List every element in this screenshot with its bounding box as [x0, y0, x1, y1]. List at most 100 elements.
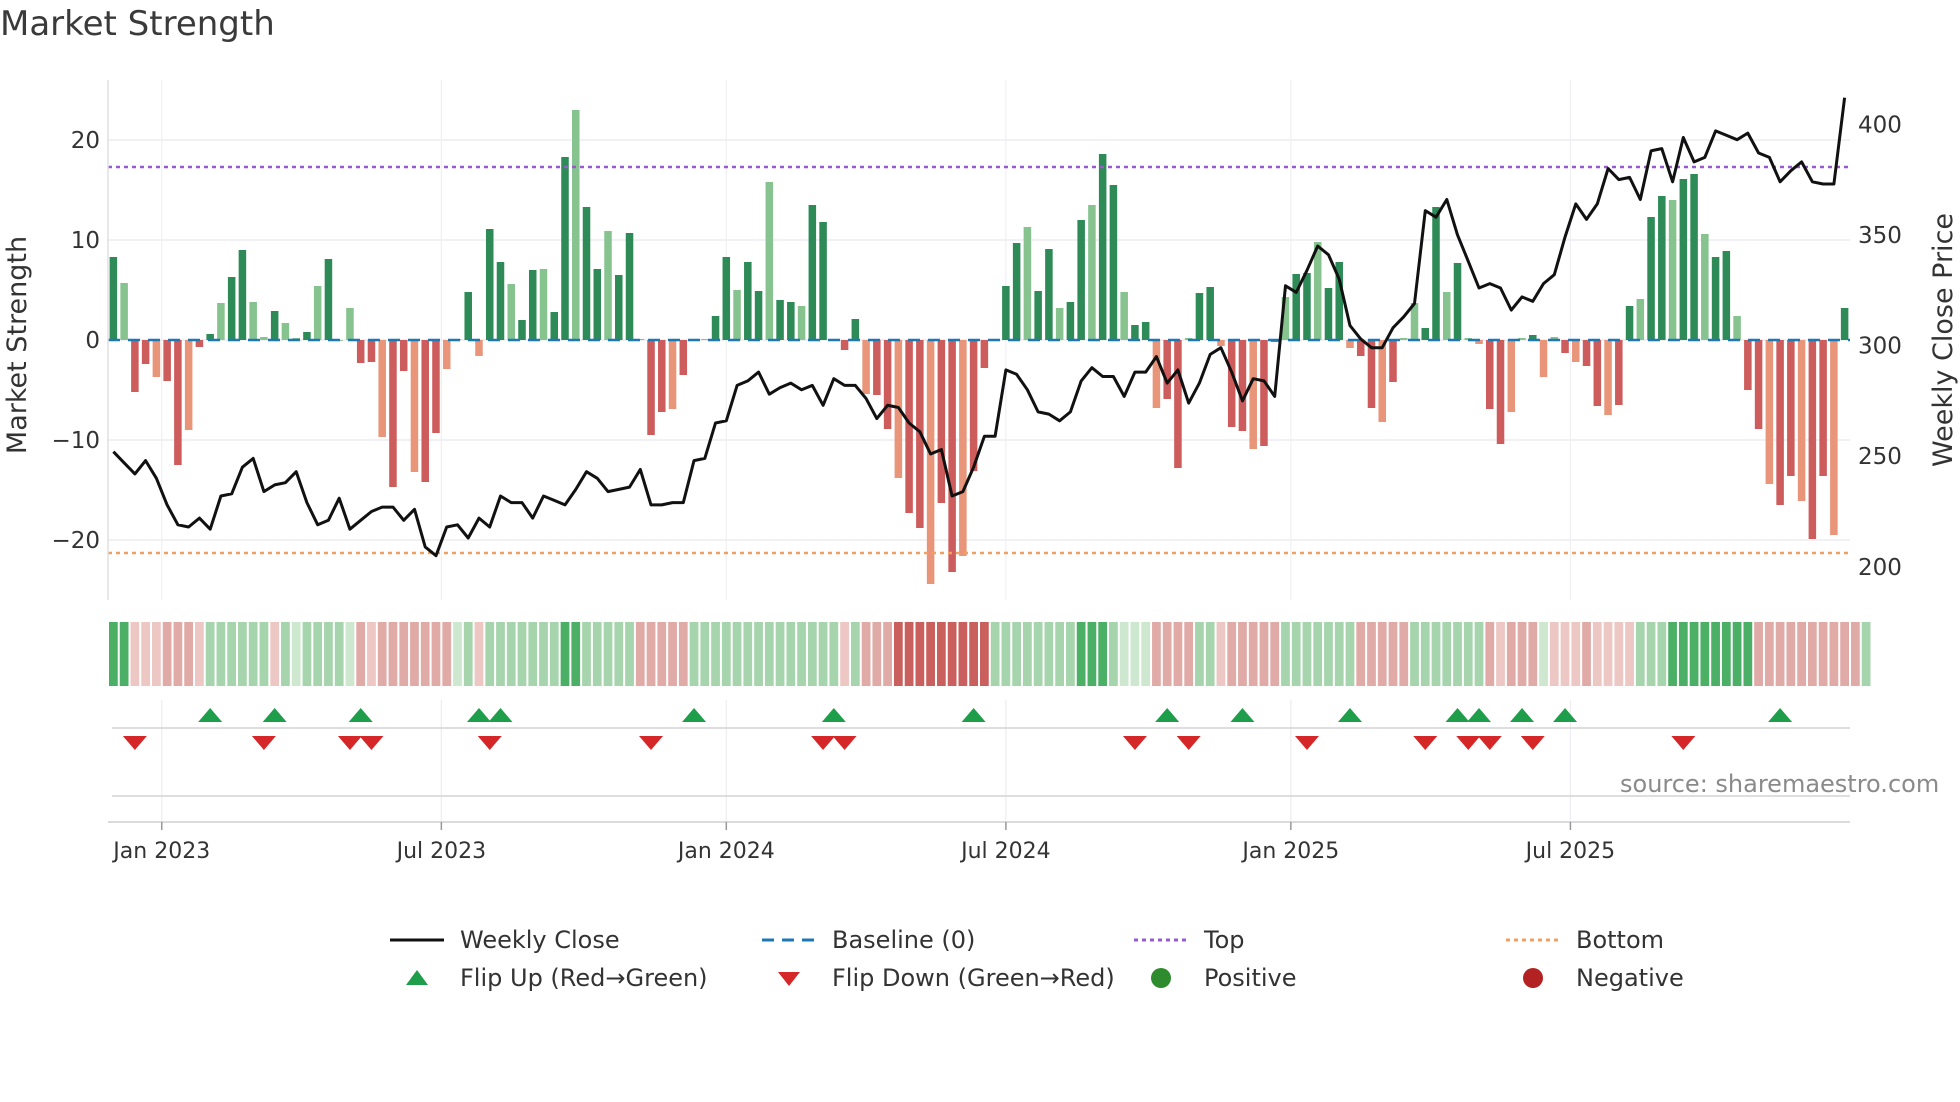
- strength-bar: [1034, 291, 1042, 340]
- strength-bar: [1797, 340, 1806, 501]
- strength-bar: [1055, 308, 1064, 340]
- regime-cell: [291, 622, 301, 686]
- regime-cell: [130, 622, 140, 686]
- strength-bar: [1572, 340, 1580, 362]
- strength-bar: [1238, 340, 1247, 431]
- regime-cell: [1141, 622, 1151, 686]
- regime-cell: [1313, 622, 1323, 686]
- strength-bar: [668, 340, 677, 409]
- flip-down-marker: [811, 736, 836, 750]
- strength-bar: [206, 334, 214, 340]
- strength-bar: [120, 283, 128, 340]
- regime-cell: [152, 622, 161, 686]
- regime-cell: [162, 622, 172, 686]
- flip-up-marker: [1445, 708, 1470, 722]
- regime-cell: [345, 622, 355, 686]
- regime-cell: [1066, 622, 1075, 686]
- legend-label: Baseline (0): [832, 926, 976, 954]
- regime-cell: [1023, 622, 1032, 686]
- strength-bar: [1163, 340, 1171, 399]
- strength-bar: [1217, 340, 1225, 346]
- regime-cell: [1119, 622, 1129, 686]
- regime-cell: [1044, 622, 1054, 686]
- regime-cell: [173, 622, 183, 686]
- regime-cell: [1668, 622, 1677, 686]
- flip-up-marker: [682, 708, 707, 722]
- regime-cell: [1603, 622, 1613, 686]
- flip-up-marker: [1553, 708, 1578, 722]
- regime-cell: [539, 622, 548, 686]
- flip-up-icon: [406, 970, 428, 985]
- regime-cell: [528, 622, 538, 686]
- strength-bar: [969, 340, 978, 471]
- regime-cell: [1367, 622, 1376, 686]
- regime-cell: [1227, 622, 1237, 686]
- strength-bar: [249, 302, 257, 340]
- regime-cell: [1431, 622, 1441, 686]
- strength-bar: [432, 340, 440, 433]
- regime-cell: [1281, 622, 1290, 686]
- regime-cell: [678, 622, 688, 686]
- regime-cell: [840, 622, 849, 686]
- regime-cell: [388, 622, 398, 686]
- y2-tick-label: 200: [1858, 555, 1902, 581]
- regime-cell: [1635, 622, 1645, 686]
- strength-bar: [1432, 207, 1440, 340]
- strength-bar: [787, 302, 795, 340]
- strength-bar: [1227, 340, 1236, 427]
- y2-tick-label: 300: [1858, 334, 1902, 360]
- strength-bar: [658, 340, 666, 412]
- regime-cell: [356, 622, 366, 686]
- strength-bar: [324, 259, 333, 340]
- strength-bar: [808, 205, 817, 340]
- strength-bar: [1529, 335, 1537, 340]
- flip-up-marker: [488, 708, 513, 722]
- regime-cell: [1334, 622, 1344, 686]
- strength-bar: [1776, 340, 1784, 505]
- regime-cell: [1625, 622, 1634, 686]
- regime-cell: [1410, 622, 1419, 686]
- flip-down-marker: [1294, 736, 1319, 750]
- flip-up-marker: [348, 708, 373, 722]
- flip-down-marker: [477, 736, 502, 750]
- regime-cell: [1786, 622, 1796, 686]
- regime-cell: [592, 622, 602, 686]
- strength-bar: [851, 319, 860, 340]
- regime-cell: [764, 622, 774, 686]
- regime-cell: [1377, 622, 1387, 686]
- regime-cell: [442, 622, 452, 686]
- y-tick-label: 20: [71, 128, 100, 154]
- legend-label: Flip Up (Red→Green): [460, 964, 708, 992]
- strength-bar: [260, 337, 268, 340]
- strength-bar: [905, 340, 913, 513]
- regime-cell: [1098, 622, 1108, 686]
- strength-bar: [948, 340, 956, 572]
- regime-cell: [893, 622, 903, 686]
- legend-label: Negative: [1576, 964, 1684, 992]
- regime-cell: [506, 622, 516, 686]
- strength-bar: [1335, 262, 1343, 340]
- regime-cell: [700, 622, 710, 686]
- regime-cell: [281, 622, 290, 686]
- y-tick-label: 0: [85, 328, 100, 354]
- strength-bar: [410, 340, 419, 472]
- strength-bar: [754, 291, 763, 340]
- y2-tick-label: 250: [1858, 444, 1902, 470]
- strength-bar: [1518, 338, 1526, 340]
- negative-dot-icon: [1523, 968, 1543, 988]
- strength-bar: [238, 250, 247, 340]
- legend-label: Flip Down (Green→Red): [832, 964, 1115, 992]
- flip-down-marker: [1413, 736, 1438, 750]
- strength-bar: [1711, 257, 1720, 340]
- regime-cell: [1033, 622, 1043, 686]
- strength-bar: [1023, 227, 1032, 340]
- strength-bar: [1830, 340, 1838, 535]
- regime-cell: [797, 622, 806, 686]
- strength-bar: [227, 277, 236, 340]
- strength-bar: [625, 233, 634, 340]
- strength-bar: [1206, 287, 1214, 340]
- y2-tick-label: 350: [1858, 223, 1902, 249]
- regime-cell: [947, 622, 957, 686]
- strength-bar: [765, 182, 774, 340]
